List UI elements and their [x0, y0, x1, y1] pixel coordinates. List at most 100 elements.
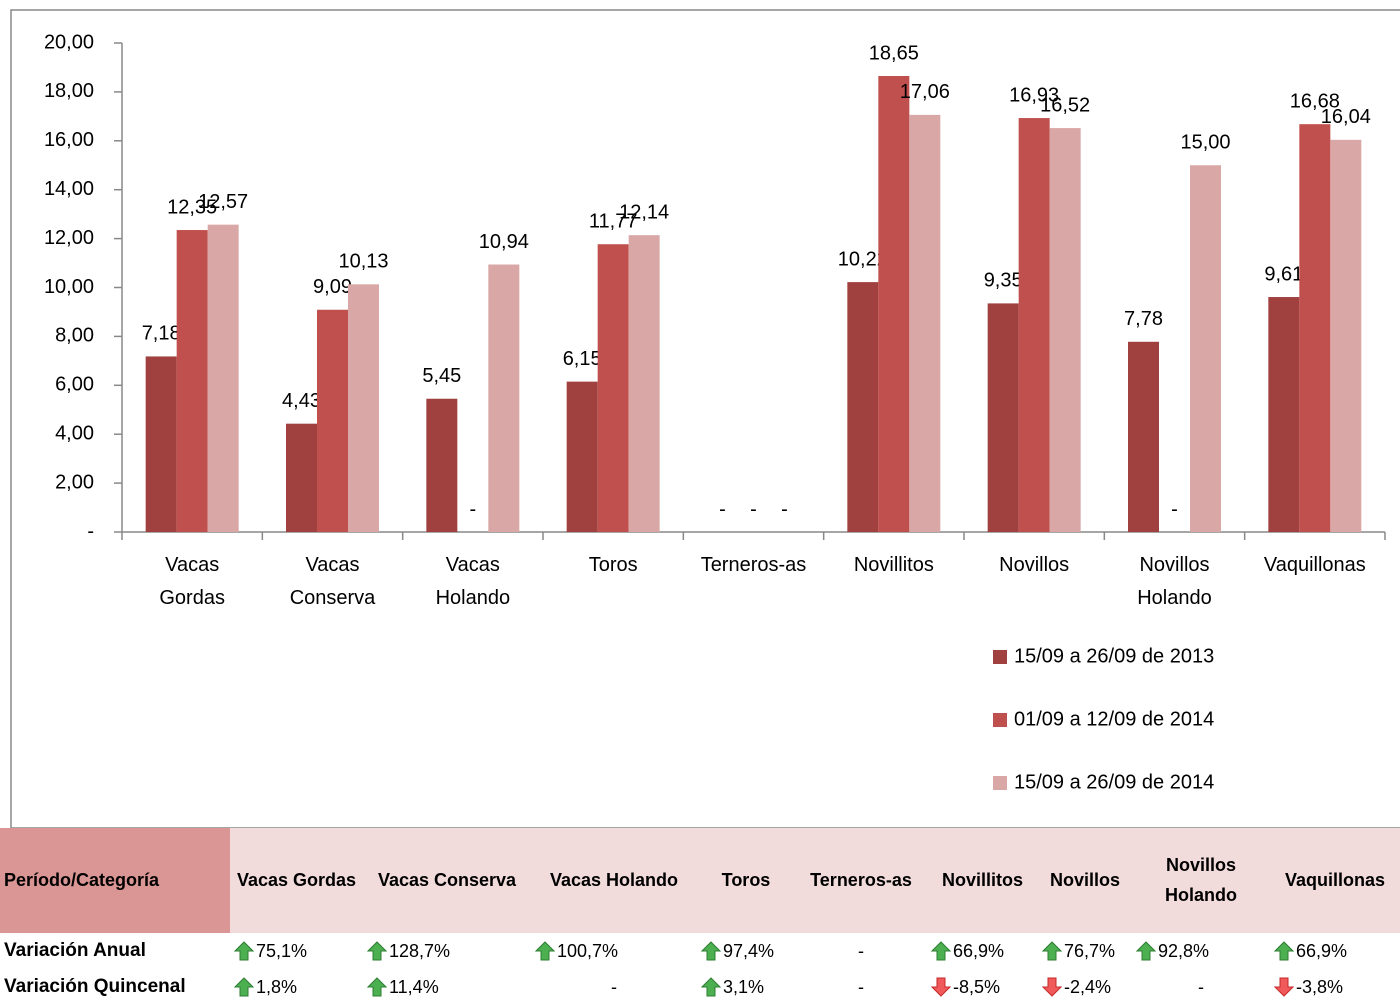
bar-value-label: -: [469, 498, 476, 520]
header-cell: Vaquillonas: [1270, 828, 1400, 933]
cell-value: 92,8%: [1158, 940, 1210, 961]
bar: [628, 235, 660, 532]
arrow-up: [701, 941, 721, 961]
x-tick-label: Novillos Holando: [1137, 554, 1212, 609]
legend-swatch: [993, 776, 1007, 790]
arrow-down: [1042, 977, 1062, 997]
cell-value: 66,9%: [1296, 940, 1348, 961]
header-cell: Período/Categoría: [0, 828, 230, 933]
cell-value: 66,9%: [953, 940, 1005, 961]
table-cell: 128,7%: [363, 933, 531, 969]
arrow-up: [1042, 941, 1062, 961]
bar: [597, 244, 629, 532]
table-cell: -2,4%: [1038, 969, 1132, 1005]
header-cell: Novillos Holando: [1132, 828, 1270, 933]
bar-value-label: 12,57: [198, 191, 248, 213]
bar: [566, 381, 598, 532]
bar: [909, 114, 941, 533]
bar: [207, 224, 239, 532]
table-cell: 100,7%: [531, 933, 697, 969]
table-cell: -: [795, 969, 927, 1005]
cell-value: 75,1%: [256, 940, 308, 961]
table-cell: 97,4%: [697, 933, 795, 969]
bar-value-label: 16,04: [1321, 106, 1371, 128]
bar-value-label: 15,00: [1180, 132, 1230, 154]
bar: [426, 398, 458, 532]
legend-label: 15/09 a 26/09 de 2013: [1014, 645, 1214, 667]
cell-value: -: [858, 976, 864, 997]
legend-label: 15/09 a 26/09 de 2014: [1014, 771, 1214, 793]
table-cell: -: [1132, 969, 1270, 1005]
bar-value-label: -: [719, 498, 726, 520]
bar: [488, 264, 520, 532]
summary-table: Período/Categoría Vacas Gordas Vacas Conse…: [0, 828, 1400, 1005]
arrow-up: [1136, 941, 1156, 961]
bar: [317, 309, 348, 532]
table-cell: 3,1%: [697, 969, 795, 1005]
header-cell: Terneros-as: [795, 828, 927, 933]
bar: [1268, 297, 1300, 532]
arrow-down: [931, 977, 951, 997]
bar-value-label: 10,94: [479, 231, 529, 253]
x-tick-label: Novillos: [999, 554, 1069, 576]
cell-value: 128,7%: [389, 940, 451, 961]
legend-swatch: [993, 713, 1007, 727]
header-cell: Vacas Conserva: [363, 828, 531, 933]
arrow-up: [234, 941, 254, 961]
bar: [348, 284, 379, 532]
bar-value-label: 12,14: [619, 201, 669, 223]
bar-value-label: -: [781, 498, 788, 520]
arrow-up: [1274, 941, 1294, 961]
bar-value-label: 18,65: [869, 42, 919, 64]
header-cell: Novillitos: [927, 828, 1038, 933]
x-tick-label: Terneros-as: [701, 554, 807, 576]
data-row: Variación Anual 75,1% 128,7% 100,7% 97,4% - 66…: [0, 933, 1400, 969]
y-tick-label: -: [87, 520, 94, 542]
table-cell: 92,8%: [1132, 933, 1270, 969]
y-tick-label: 16,00: [44, 129, 94, 151]
table-cell: 75,1%: [230, 933, 363, 969]
bar: [176, 230, 208, 533]
bar-value-label: 9,35: [984, 270, 1023, 292]
arrow-up: [535, 941, 555, 961]
data-row: Variación Quincenal 1,8% 11,4% - 3,1% - -8,5% -…: [0, 969, 1400, 1005]
arrow-up: [701, 977, 721, 997]
bar: [1330, 139, 1362, 532]
bar: [847, 282, 879, 532]
table-cell: 1,8%: [230, 969, 363, 1005]
cell-value: -2,4%: [1064, 976, 1112, 997]
bar: [1299, 124, 1331, 532]
bar-value-label: 9,09: [313, 276, 352, 298]
cell-value: -: [1198, 976, 1204, 997]
bar-value-label: 4,43: [282, 390, 321, 412]
row-label: Variación Quincenal: [4, 975, 186, 997]
y-tick-label: 20,00: [44, 31, 94, 53]
chart-frame: [10, 9, 1400, 828]
bar: [286, 423, 317, 532]
header-cell: Vacas Holando: [531, 828, 697, 933]
bar: [878, 76, 910, 532]
table-cell: 66,9%: [1270, 933, 1400, 969]
y-tick-label: 14,00: [44, 178, 94, 200]
bar-value-label: 10,13: [338, 251, 388, 273]
header-cell: Novillos: [1038, 828, 1132, 933]
y-tick-label: 18,00: [44, 80, 94, 102]
table-cell: -3,8%: [1270, 969, 1400, 1005]
bar-value-label: 16,93: [1009, 84, 1059, 106]
cell-value: -: [611, 976, 617, 997]
cell-value: 100,7%: [557, 940, 619, 961]
bar-value-label: 16,52: [1040, 94, 1090, 116]
table-cell: -: [795, 933, 927, 969]
bar-value-label: 10,22: [838, 248, 888, 270]
bar: [1018, 118, 1050, 533]
bar-value-label: 12,35: [167, 196, 217, 218]
bar: [1190, 165, 1221, 532]
arrow-up: [367, 977, 387, 997]
y-tick-label: 4,00: [55, 422, 94, 444]
y-tick-label: 10,00: [44, 276, 94, 298]
header-row: Período/Categoría Vacas Gordas Vacas Conse…: [0, 828, 1400, 933]
arrow-up: [931, 941, 951, 961]
bar-value-label: 7,18: [142, 323, 181, 345]
bar-value-label: -: [750, 498, 757, 520]
